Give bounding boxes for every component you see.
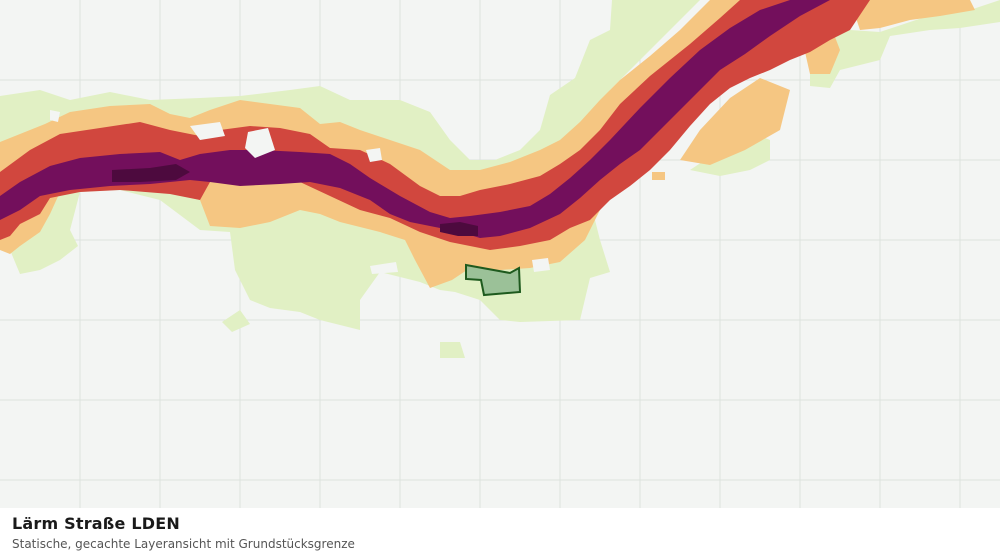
- layer-title: Lärm Straße LDEN: [12, 514, 180, 533]
- layer-gaps: [50, 110, 550, 274]
- map-caption: Lärm Straße LDEN Statische, gecachte Lay…: [0, 508, 1000, 560]
- layer-subtitle: Statische, gecachte Layeransicht mit Gru…: [12, 537, 355, 551]
- map-view[interactable]: [0, 0, 1000, 508]
- parcel-boundary[interactable]: [465, 263, 522, 297]
- noise-zone-class-5: [112, 164, 478, 236]
- noise-map-layer: [0, 0, 1000, 508]
- noise-zone-class-4: [0, 0, 830, 238]
